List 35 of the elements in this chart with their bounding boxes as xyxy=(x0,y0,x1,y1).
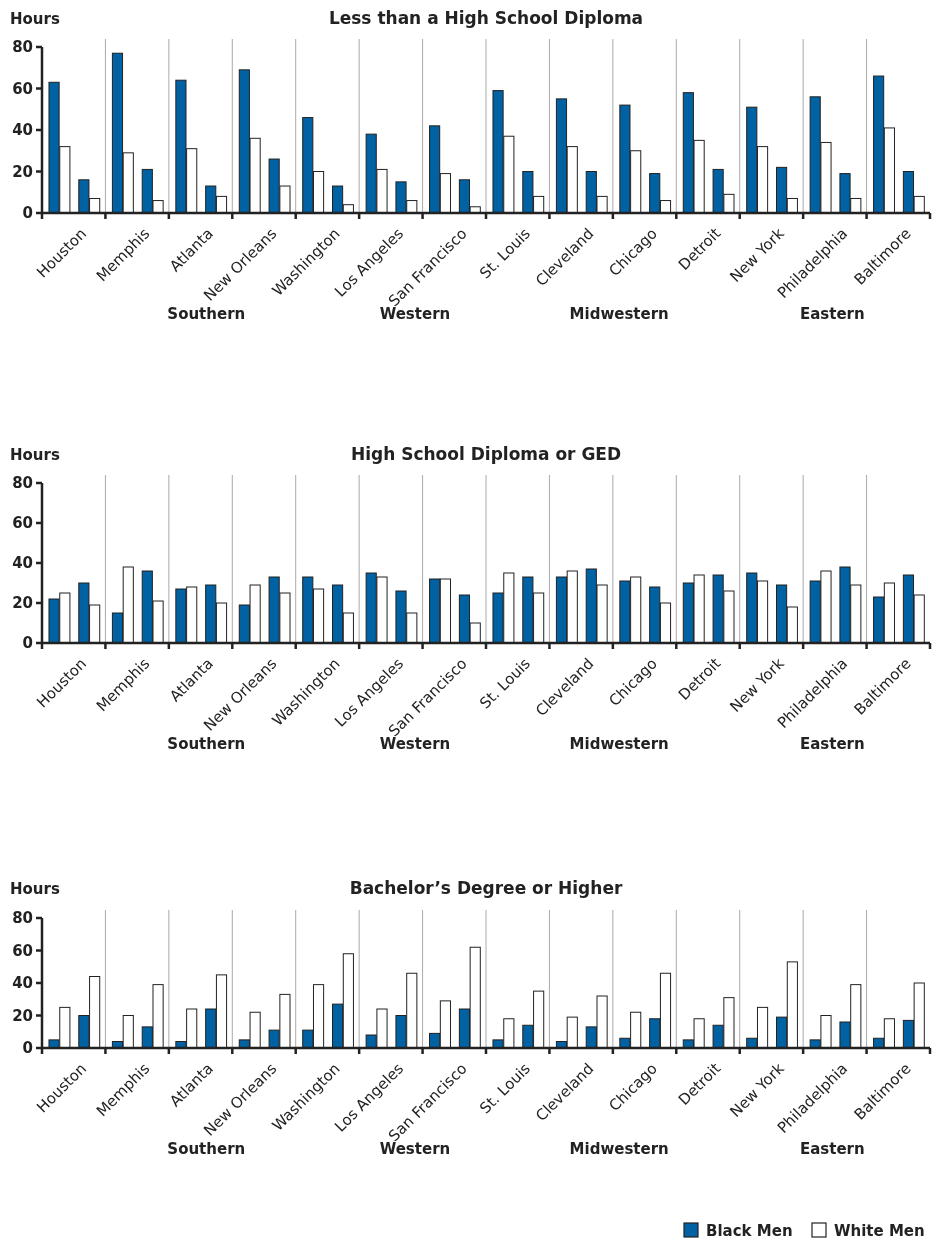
legend-label: White Men xyxy=(834,1222,925,1241)
y-tick-label: 40 xyxy=(12,554,33,573)
text: Western xyxy=(379,305,451,323)
text: Southern xyxy=(167,1140,246,1158)
y-tick-label: 80 xyxy=(12,474,33,493)
text: Midwestern xyxy=(569,305,669,323)
y-tick-label: 40 xyxy=(12,974,33,993)
y-tick-label: 0 xyxy=(22,634,33,653)
text: Midwestern xyxy=(569,1140,669,1158)
text: Southern xyxy=(167,305,246,323)
text: Eastern xyxy=(799,305,865,323)
y-axis-title: Hours xyxy=(10,880,60,898)
y-tick-label: 40 xyxy=(12,121,33,140)
y-tick-label: 80 xyxy=(12,909,33,928)
y-axis-title: Hours xyxy=(10,10,60,28)
text: Western xyxy=(379,1140,451,1158)
text: Eastern xyxy=(799,735,865,753)
text: Midwestern xyxy=(569,735,669,753)
y-tick-label: 80 xyxy=(12,38,33,57)
y-axis-title: Hours xyxy=(10,446,60,464)
y-tick-label: 0 xyxy=(22,1039,33,1058)
text: Southern xyxy=(167,735,246,753)
legend-label: Black Men xyxy=(706,1222,793,1241)
text: Western xyxy=(379,735,451,753)
y-tick-label: 60 xyxy=(12,941,33,960)
y-tick-label: 0 xyxy=(22,204,33,223)
chart-title: Bachelor’s Degree or Higher xyxy=(349,878,623,898)
text: Eastern xyxy=(799,1140,865,1158)
chart-title: Less than a High School Diploma xyxy=(328,8,644,28)
y-tick-label: 20 xyxy=(12,594,33,613)
chart-title: High School Diploma or GED xyxy=(350,444,622,464)
y-tick-label: 20 xyxy=(12,162,33,181)
y-tick-label: 60 xyxy=(12,514,33,533)
y-tick-label: 20 xyxy=(12,1006,33,1025)
y-tick-label: 60 xyxy=(12,79,33,98)
